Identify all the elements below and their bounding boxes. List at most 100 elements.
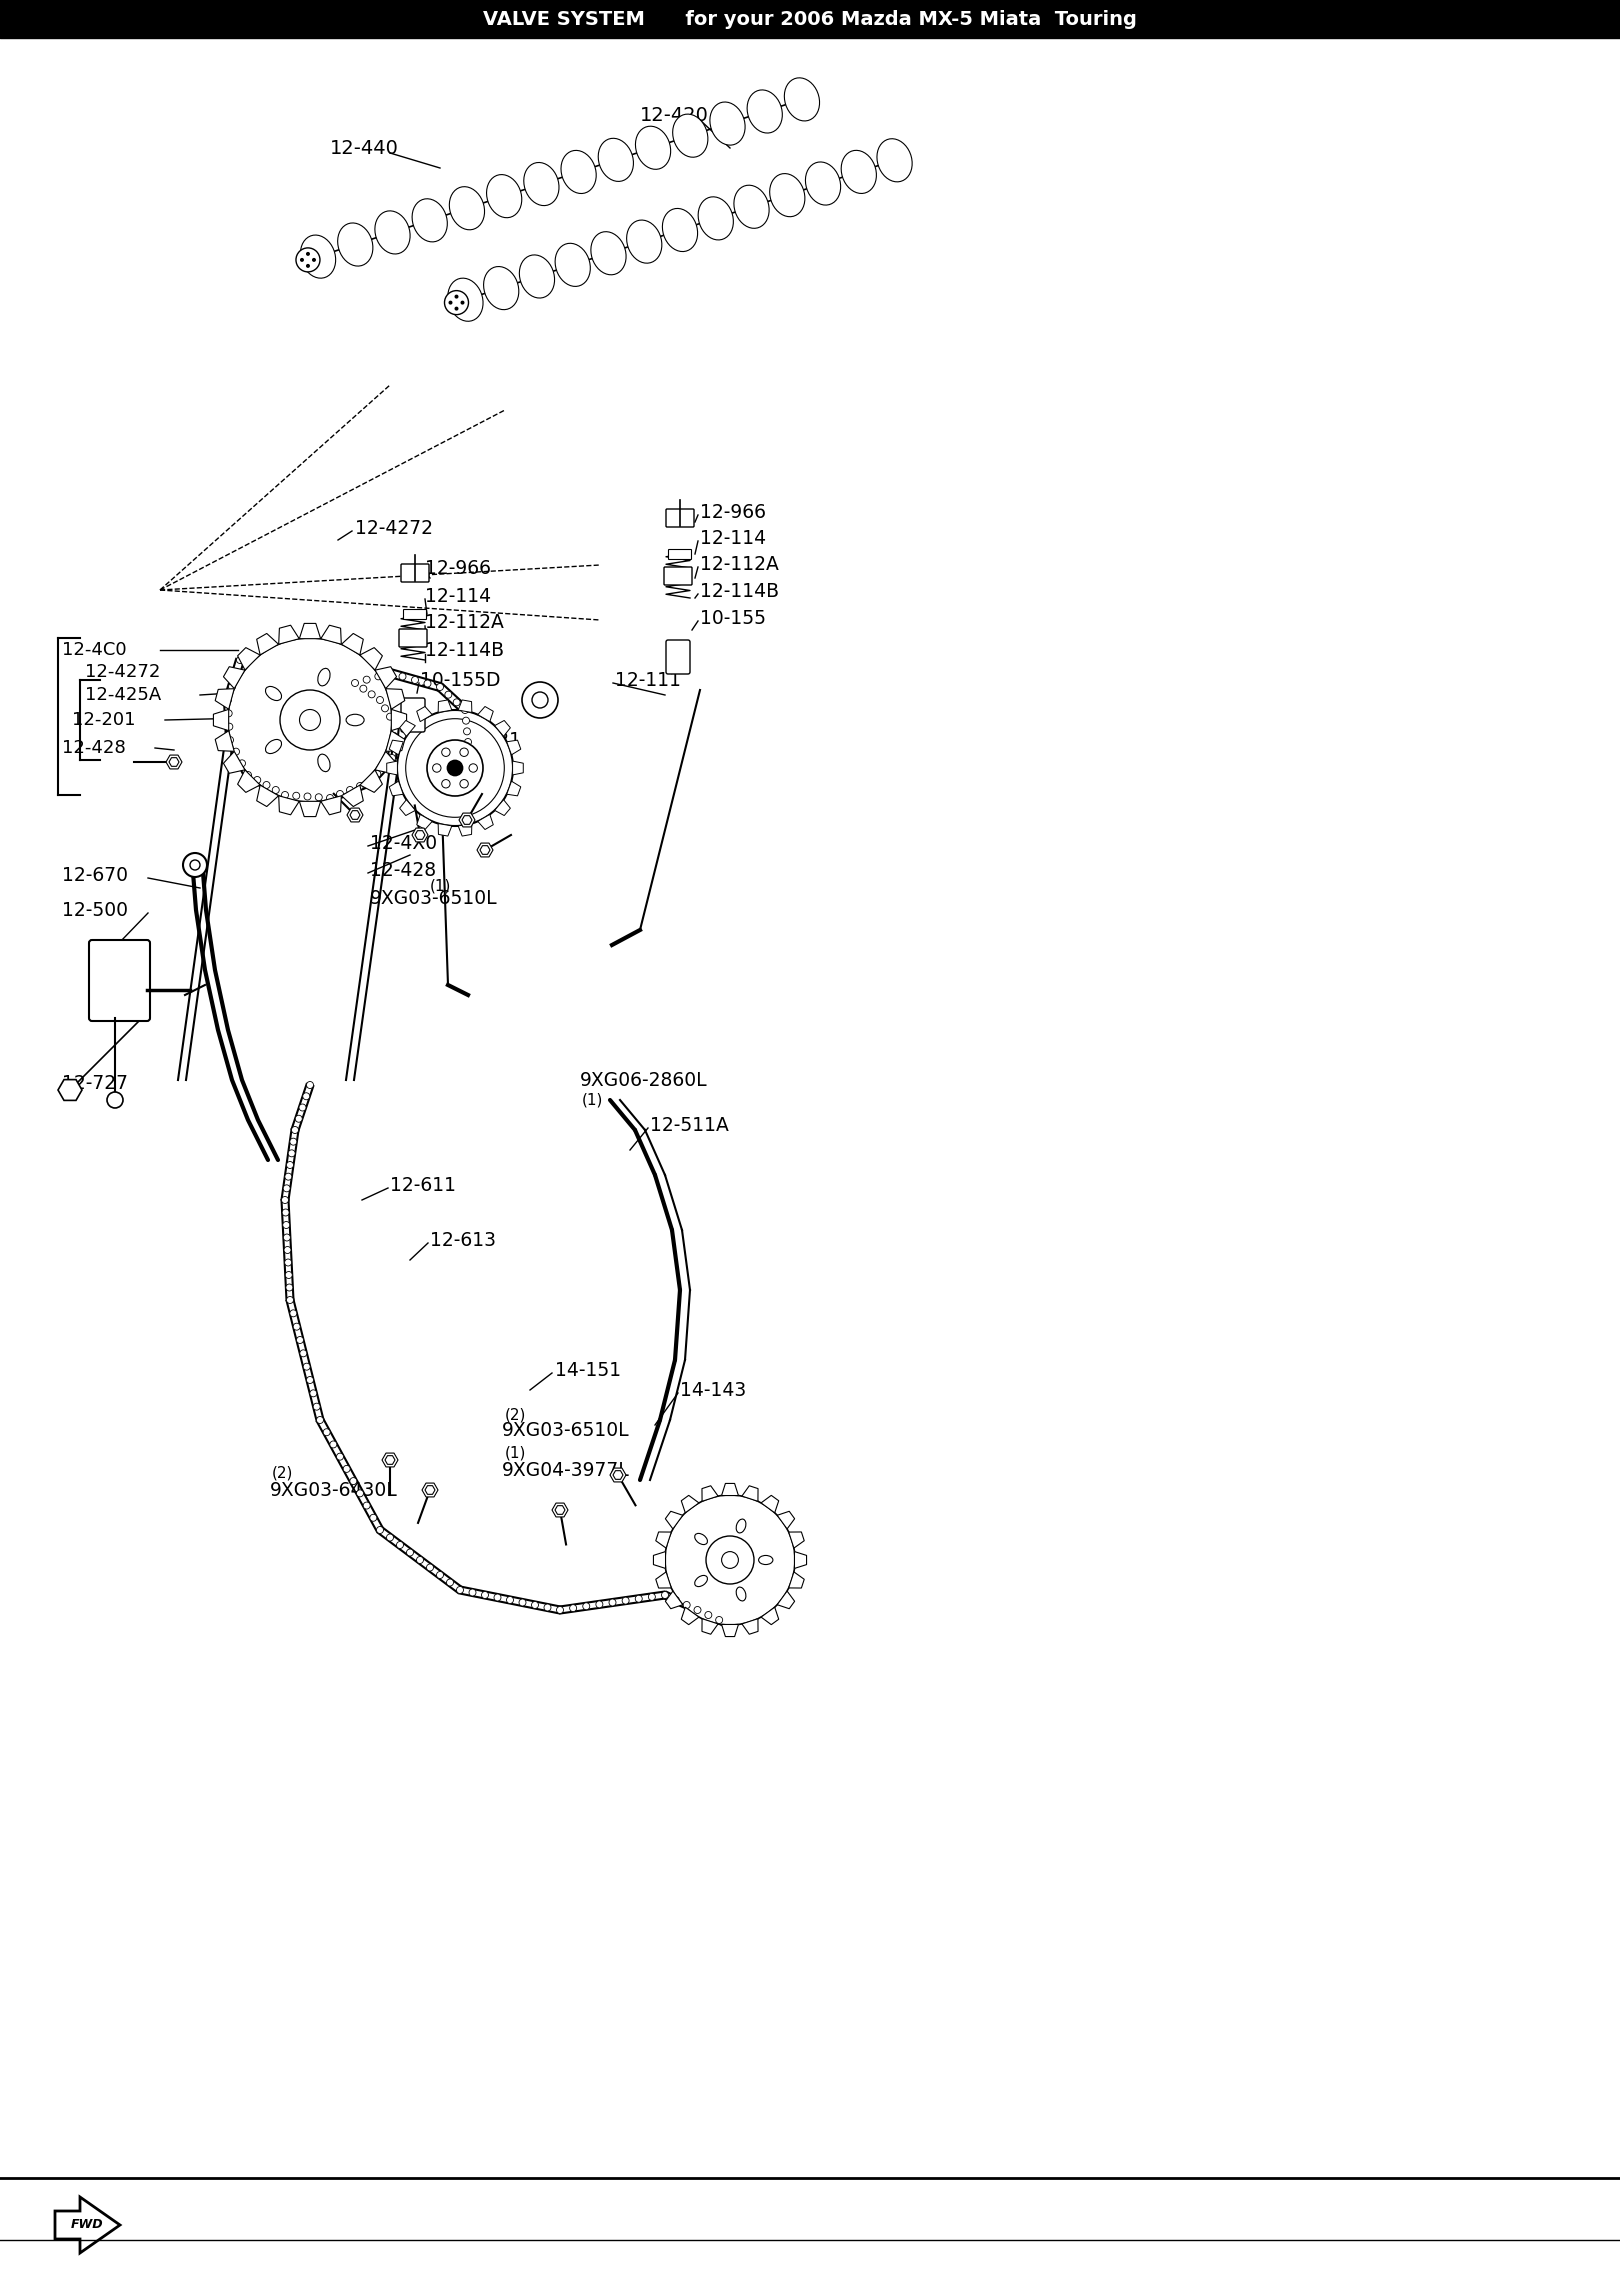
Polygon shape	[656, 1532, 671, 1548]
Circle shape	[284, 1186, 290, 1193]
Circle shape	[300, 1350, 306, 1356]
Polygon shape	[494, 799, 510, 815]
Polygon shape	[350, 810, 360, 819]
Polygon shape	[561, 150, 596, 193]
Ellipse shape	[735, 1586, 745, 1600]
Polygon shape	[416, 815, 433, 828]
Polygon shape	[382, 1452, 399, 1468]
Circle shape	[366, 778, 374, 785]
Polygon shape	[215, 731, 235, 751]
Text: 9XG03-6510L: 9XG03-6510L	[369, 888, 497, 908]
Polygon shape	[447, 278, 483, 321]
Polygon shape	[747, 91, 782, 132]
Circle shape	[183, 854, 207, 876]
Circle shape	[107, 1092, 123, 1108]
Circle shape	[290, 1138, 296, 1145]
Circle shape	[424, 681, 431, 687]
Ellipse shape	[758, 1555, 773, 1564]
Circle shape	[363, 1502, 369, 1509]
Polygon shape	[494, 721, 510, 737]
Circle shape	[390, 733, 397, 740]
Circle shape	[282, 792, 288, 799]
Circle shape	[454, 699, 460, 706]
Polygon shape	[698, 196, 734, 239]
Polygon shape	[656, 1573, 671, 1589]
Circle shape	[387, 712, 394, 719]
Polygon shape	[347, 808, 363, 822]
Circle shape	[664, 1495, 795, 1625]
Circle shape	[254, 776, 261, 783]
Polygon shape	[805, 162, 841, 205]
Polygon shape	[476, 842, 492, 858]
Circle shape	[596, 1600, 603, 1607]
FancyBboxPatch shape	[402, 564, 429, 583]
Polygon shape	[784, 77, 820, 121]
Polygon shape	[478, 706, 492, 721]
Circle shape	[287, 1161, 293, 1168]
Circle shape	[470, 765, 478, 772]
Text: 12-4X0: 12-4X0	[369, 833, 437, 854]
Text: 9XG03-6510L: 9XG03-6510L	[502, 1420, 630, 1438]
Circle shape	[330, 1441, 337, 1448]
Polygon shape	[387, 760, 397, 774]
Circle shape	[305, 792, 311, 799]
FancyBboxPatch shape	[399, 628, 428, 646]
Ellipse shape	[266, 740, 282, 753]
Circle shape	[463, 728, 470, 735]
Circle shape	[457, 1586, 463, 1593]
Polygon shape	[321, 626, 342, 644]
Circle shape	[337, 790, 343, 797]
Circle shape	[285, 1272, 292, 1279]
Circle shape	[309, 1391, 318, 1397]
Circle shape	[544, 1605, 551, 1611]
Text: (2): (2)	[505, 1407, 526, 1422]
Circle shape	[316, 794, 322, 801]
Circle shape	[470, 1589, 476, 1595]
Circle shape	[284, 1234, 290, 1240]
Circle shape	[282, 1197, 288, 1204]
Circle shape	[233, 749, 240, 756]
Circle shape	[262, 781, 271, 787]
Text: 12-114: 12-114	[424, 587, 491, 605]
Circle shape	[313, 1404, 321, 1411]
Polygon shape	[682, 1495, 698, 1514]
Text: 12-4272: 12-4272	[84, 662, 160, 681]
Ellipse shape	[266, 687, 282, 701]
Polygon shape	[58, 1079, 83, 1099]
Circle shape	[436, 683, 444, 690]
Text: 12-428: 12-428	[62, 740, 126, 758]
FancyBboxPatch shape	[669, 549, 692, 560]
Circle shape	[518, 1600, 526, 1607]
Circle shape	[442, 749, 450, 756]
Polygon shape	[458, 813, 475, 826]
Circle shape	[442, 781, 450, 787]
Circle shape	[455, 756, 463, 762]
Polygon shape	[507, 740, 520, 756]
Polygon shape	[321, 797, 342, 815]
Polygon shape	[484, 266, 518, 310]
Circle shape	[436, 1570, 444, 1580]
Circle shape	[284, 1247, 292, 1254]
Circle shape	[447, 760, 463, 776]
Text: 12-114B: 12-114B	[700, 580, 779, 601]
Text: 12-420: 12-420	[640, 105, 710, 125]
Circle shape	[460, 747, 467, 753]
Circle shape	[376, 696, 384, 703]
Polygon shape	[416, 706, 433, 721]
Polygon shape	[279, 626, 300, 644]
Circle shape	[392, 721, 399, 728]
Polygon shape	[415, 831, 424, 840]
Circle shape	[293, 1322, 300, 1329]
Text: 12-966: 12-966	[424, 558, 491, 578]
Polygon shape	[653, 1552, 666, 1568]
Polygon shape	[449, 187, 484, 230]
Circle shape	[322, 1429, 330, 1436]
Polygon shape	[666, 1511, 682, 1529]
Ellipse shape	[347, 715, 364, 726]
Circle shape	[292, 1127, 298, 1133]
Circle shape	[306, 264, 309, 269]
Circle shape	[300, 257, 305, 262]
Circle shape	[374, 772, 381, 778]
Circle shape	[374, 674, 382, 681]
Circle shape	[531, 692, 548, 708]
